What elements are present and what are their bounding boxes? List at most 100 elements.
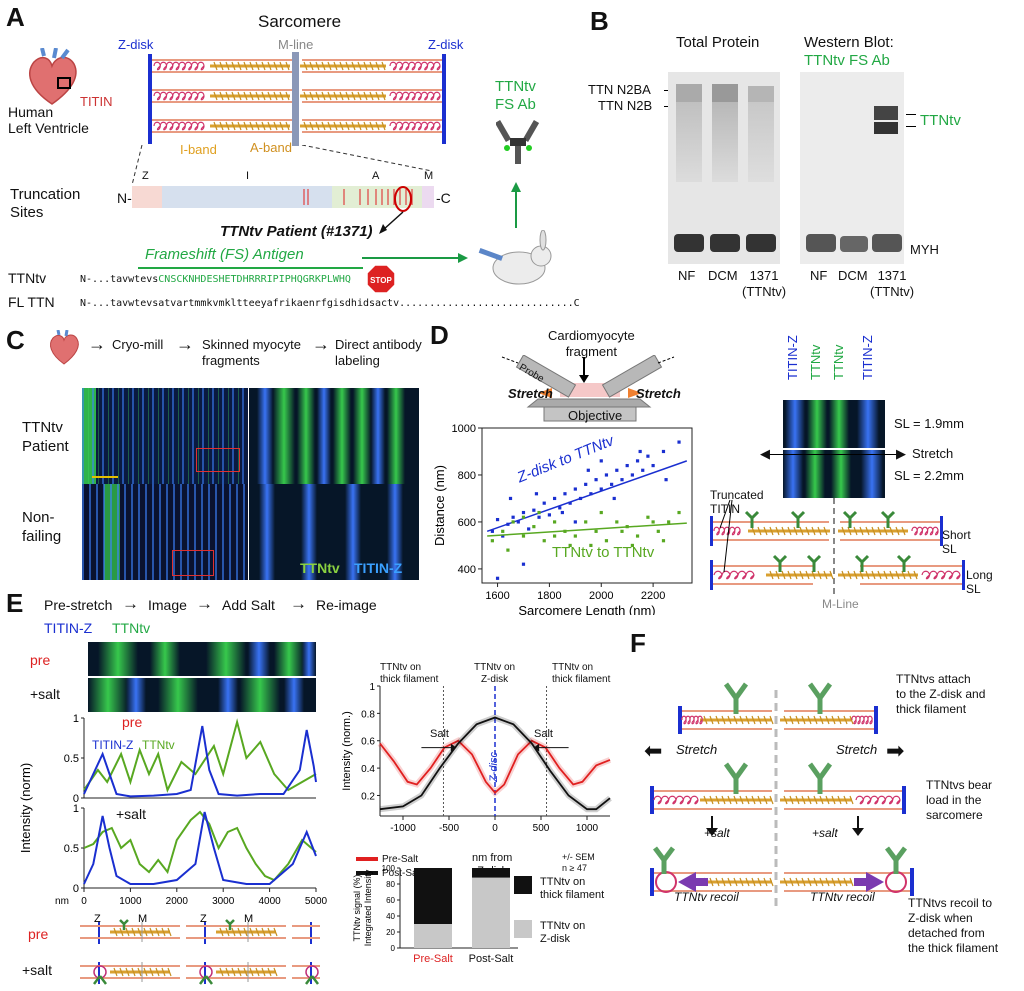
scatter-point-ttntv: [651, 520, 655, 524]
thick-long-right-head: [907, 570, 912, 580]
bar-Pre-Salt-thick: [414, 868, 452, 924]
thick-filament-right-head: [381, 91, 386, 101]
scatter-point-zdisk: [552, 496, 557, 501]
thick-long-left-head: [769, 570, 774, 580]
thick-short-left-head: [811, 526, 816, 536]
thick-short-right-head: [895, 526, 900, 536]
thick-head: [231, 967, 236, 977]
x-unit-label: nm: [55, 896, 69, 907]
thick-filament-left-head: [213, 121, 218, 131]
antibody-arrow: [511, 182, 521, 228]
titin-spring-left: [153, 91, 205, 101]
thick-long-left-head: [787, 570, 792, 580]
thick-filament-left-head: [219, 61, 224, 71]
y-tick-label: 1000: [452, 423, 476, 435]
scatter-point-zdisk: [495, 576, 500, 580]
row2-zdisk-right: [902, 786, 906, 814]
thick-head: [131, 967, 136, 977]
scatter-point-ttntv: [615, 520, 619, 524]
row1-thick-left-head: [751, 715, 756, 725]
thick-head: [113, 967, 118, 977]
thick-filament-left-head: [273, 61, 278, 71]
patient-label: TTNtv Patient (#1371): [220, 223, 373, 240]
f-stretch-left: Stretch: [676, 742, 718, 757]
thick-filament-right-head: [345, 61, 350, 71]
thick-filament-right-head: [369, 91, 374, 101]
row2-thick-right-head: [831, 795, 836, 805]
panel-label-a: A: [6, 2, 25, 32]
scatter-point-zdisk: [599, 459, 603, 463]
thick-head: [167, 927, 172, 937]
thick-filament-left-head: [237, 61, 242, 71]
zdisk-long-left: [710, 560, 713, 590]
thick-filament-left-head: [273, 121, 278, 131]
row3-thick-right-head: [789, 877, 794, 887]
thick-short-left-head: [757, 526, 762, 536]
row1-thick-left-head: [745, 715, 750, 725]
bar-category-label: Post-Salt: [469, 953, 514, 965]
scatter-point-zdisk: [490, 529, 494, 533]
row1-zdisk-right: [874, 706, 878, 734]
region-a: A: [372, 170, 380, 182]
zoom-box-patient: [196, 448, 240, 472]
thick-filament-left-head: [267, 61, 272, 71]
f-stretch-arrow-left-icon: ⬅: [644, 738, 663, 763]
antibody-icon: [744, 510, 760, 528]
scatter-point-zdisk: [641, 468, 645, 472]
row3-thick-left-head: [709, 877, 714, 887]
down-arrow-left-icon: [706, 828, 718, 836]
c-term-label: -C: [436, 190, 451, 206]
thick-short-right-head: [859, 526, 864, 536]
thick-filament-right-head: [345, 121, 350, 131]
scatter-point-ttntv: [635, 534, 640, 538]
scatter-point-ttntv: [646, 515, 650, 519]
gel-band-dcm-n2ba: [712, 84, 738, 102]
scatter-point-zdisk: [568, 501, 572, 505]
x-tick-label: 4000: [258, 896, 281, 907]
thick-filament-left-head: [219, 121, 224, 131]
zdisk-left-label: Z-disk: [118, 37, 154, 52]
row2-thick-right-head: [819, 795, 824, 805]
antibody-icon: [807, 682, 833, 714]
lane-label-1371: 1371 (TTNtv): [742, 268, 787, 299]
thick-filament-right-head: [363, 91, 368, 101]
y-tick-label: 0.8: [361, 709, 375, 720]
thick-head: [167, 967, 172, 977]
antibody-icon: [885, 846, 907, 874]
y-tick-label: 0.6: [361, 737, 375, 748]
thick-short-right-head: [889, 526, 894, 536]
thick-head: [273, 927, 278, 937]
gel-lane-nf: [676, 102, 702, 182]
antibody-icon: [93, 975, 107, 985]
row3-thick-right-head: [837, 877, 842, 887]
zdisk-short-right: [940, 516, 943, 546]
bar-Pre-Salt-zdisk: [414, 924, 452, 948]
zoom-box-nonfailing: [172, 550, 214, 576]
e-img-label-salt: +salt: [30, 686, 60, 702]
legend-pre-salt-text: Pre-Salt: [382, 854, 419, 865]
thick-filament-left-head: [237, 91, 242, 101]
row3-thick-left-head: [715, 877, 720, 887]
thick-head: [161, 927, 166, 937]
antibody-icon: [496, 119, 540, 164]
c-arrow-1: →: [88, 334, 106, 354]
row3-thick-right-head: [801, 877, 806, 887]
thick-head: [243, 927, 248, 937]
scatter-point-zdisk: [610, 482, 614, 486]
thick-head: [119, 927, 124, 937]
panel-label-b: B: [590, 6, 609, 36]
scatter-point-zdisk: [527, 527, 531, 531]
lane-label-nf: NF: [678, 268, 696, 283]
y-tick-label: 1: [369, 682, 375, 693]
thick-head: [137, 967, 142, 977]
scatter-xlabel: Sarcomere Length (nm): [518, 603, 655, 615]
fragment-label: Cardiomyocyte fragment: [548, 328, 635, 359]
y-tick-label: 400: [458, 564, 476, 576]
scatter-point-ttntv: [661, 539, 666, 543]
panel-label-d: D: [430, 320, 449, 350]
thick-head: [143, 967, 148, 977]
titin-spring-left: [153, 61, 205, 71]
row3-thick-left-head: [763, 877, 768, 887]
row3-thick-left-head: [727, 877, 732, 887]
ttntv-tick-2: [906, 126, 916, 127]
